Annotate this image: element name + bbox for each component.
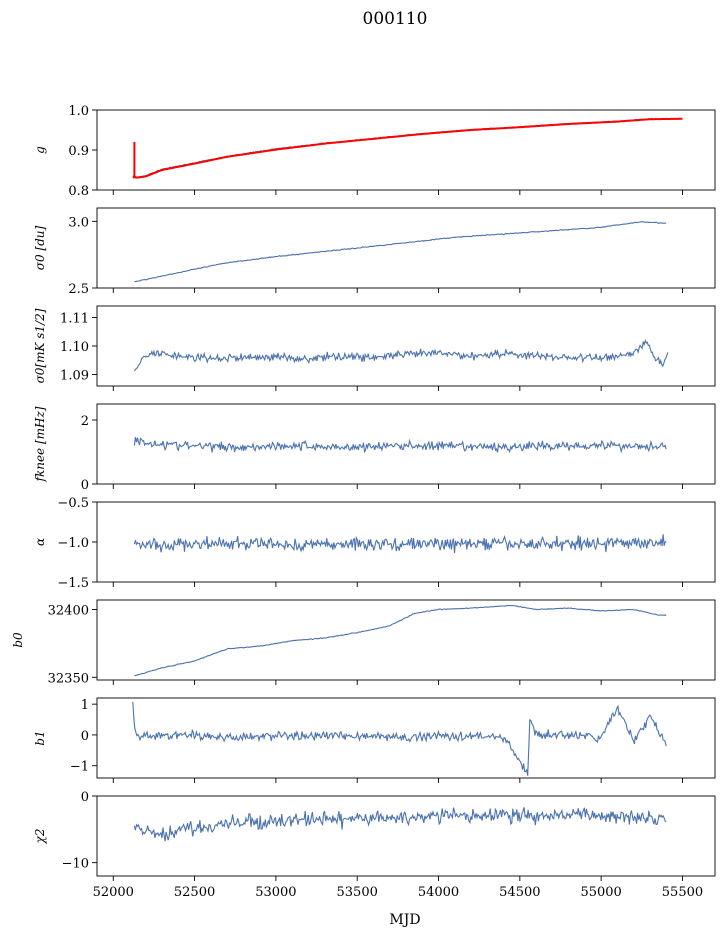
- y-tick-label: 0: [81, 790, 89, 805]
- y-tick-label: −10: [62, 857, 89, 872]
- figure-title: 000110: [363, 9, 428, 29]
- series-line-7-1: [132, 701, 667, 776]
- y-tick-label: −1: [70, 760, 89, 775]
- panel-frame: [96, 305, 716, 387]
- y-tick-label: 0.8: [68, 184, 89, 199]
- y-tick-label: 1.11: [60, 311, 89, 326]
- y-tick-label: 1.10: [60, 340, 89, 355]
- panels: 0.8 0.9 1.0 g 2.5 3.0 σ0 [du] 1.09 1.10 1.11 σ0[mK…: [11, 104, 716, 900]
- y-tick-label: −0.5: [57, 496, 89, 511]
- panel-5: −1.5 −1.0 −0.5 α: [33, 496, 716, 591]
- series-line-4-1: [133, 437, 667, 454]
- x-tick-label: 55000: [580, 885, 621, 900]
- x-tick-label: 54500: [499, 885, 540, 900]
- panel-7: −1 0 1 b1: [33, 697, 716, 783]
- y-tick-label: 32400: [48, 603, 89, 618]
- y-tick-label: −1.0: [57, 536, 89, 551]
- y-tick-label: 2.5: [68, 282, 89, 297]
- y-tick-label: 0.9: [68, 144, 89, 159]
- y-axis-label: χ2: [33, 829, 47, 845]
- y-axis-label: b0: [11, 632, 25, 648]
- y-axis-label: α: [33, 538, 47, 546]
- x-tick-label: 55500: [662, 885, 703, 900]
- series-line-1-2: [132, 117, 683, 179]
- panel-1: 0.8 0.9 1.0 g: [33, 104, 716, 199]
- series-line-8-1: [133, 807, 667, 842]
- panel-frame: [96, 697, 716, 779]
- series-line-1-1: [132, 117, 670, 178]
- y-tick-label: 3.0: [68, 215, 89, 230]
- panel-frame: [96, 207, 716, 289]
- panel-4: 0 2 fknee [mHz]: [33, 403, 716, 493]
- y-axis-label: σ0 [du]: [33, 225, 47, 270]
- y-axis-label: fknee [mHz]: [33, 406, 47, 482]
- x-axis-label: MJD: [389, 912, 420, 928]
- panel-frame: [96, 403, 716, 485]
- x-tick-label: 54000: [418, 885, 459, 900]
- y-tick-label: −1.5: [57, 576, 89, 591]
- y-tick-label: 0: [81, 478, 89, 493]
- panel-frame: [96, 795, 716, 877]
- x-tick-label: 53000: [255, 885, 296, 900]
- y-tick-label: 1.0: [68, 104, 89, 119]
- y-axis-label: b1: [33, 730, 47, 745]
- y-tick-label: 1: [81, 698, 89, 713]
- panel-frame: [96, 599, 716, 681]
- y-axis-label: σ0[mK s1/2]: [33, 308, 47, 383]
- x-tick-label: 52000: [93, 885, 134, 900]
- series-line-3-1: [133, 338, 669, 372]
- panel-8: −10 0 52000 52500 53000 53500 54000 54500 55000 5…: [33, 790, 716, 900]
- y-tick-label: 2: [81, 414, 89, 429]
- series-line-5-1: [133, 534, 667, 554]
- y-tick-label: 1.09: [60, 369, 89, 384]
- y-tick-label: 32350: [48, 671, 89, 686]
- series-line-2-1: [134, 221, 667, 283]
- y-axis-label: g: [33, 146, 47, 154]
- x-tick-label: 52500: [174, 885, 215, 900]
- x-tick-label: 53500: [337, 885, 378, 900]
- panel-6: 32350 32400 b0: [11, 599, 716, 686]
- y-tick-label: 0: [81, 729, 89, 744]
- panel-2: 2.5 3.0 σ0 [du]: [33, 207, 716, 297]
- series-line-6-1: [134, 604, 667, 677]
- panel-3: 1.09 1.10 1.11 σ0[mK s1/2]: [33, 305, 716, 391]
